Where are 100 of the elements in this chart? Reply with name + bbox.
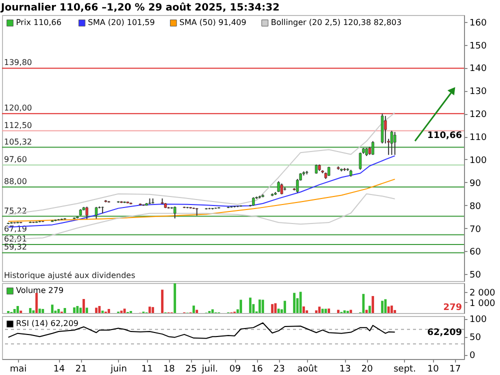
annotation: 279 <box>443 303 462 313</box>
ref-line-label: 97,60 <box>4 154 27 164</box>
bar <box>274 303 277 313</box>
bar <box>258 300 261 313</box>
x-tick-label: 13 <box>339 364 351 374</box>
bar <box>350 310 352 313</box>
x-tick-label: 21 <box>75 364 87 374</box>
bar <box>249 298 252 313</box>
ref-line-label: 120,00 <box>4 104 32 113</box>
ref-line-label: 59,32 <box>4 242 27 252</box>
ref-line-label: 88,00 <box>4 176 27 186</box>
ref-line-label: 105,32 <box>4 137 32 146</box>
legend-label: Prix 110,66 <box>16 18 62 27</box>
bar <box>293 292 296 313</box>
bar <box>372 296 374 313</box>
y-tick-label: 50 <box>470 270 482 281</box>
chart-title: Journalier 110,66 –1,20 % 29 août 2025, 15:34:32 <box>0 2 280 14</box>
x-tick-label: 16 <box>251 364 264 374</box>
y-tick-label: 60 <box>470 248 482 258</box>
bar <box>38 308 41 313</box>
bar <box>152 307 154 313</box>
bar <box>161 290 164 313</box>
bar <box>29 308 32 313</box>
y-tick-label: 150 <box>470 41 487 52</box>
bar <box>32 310 35 313</box>
bar <box>192 306 195 313</box>
y-tick-label: 130 <box>470 87 487 98</box>
bar <box>73 307 76 313</box>
bar <box>384 299 387 313</box>
x-tick-label: 11 <box>141 364 153 374</box>
bar <box>302 306 305 313</box>
legend-label: SMA (20) 101,59 <box>88 18 155 27</box>
bar <box>390 306 393 313</box>
bar <box>64 308 66 313</box>
bar <box>365 310 368 313</box>
y-tick-label: 0 <box>470 351 476 362</box>
bar <box>13 308 16 313</box>
bar <box>262 300 264 313</box>
bar <box>174 283 176 313</box>
y-tick-label: 140 <box>470 64 487 74</box>
y-tick-label: 120 <box>470 110 487 120</box>
x-tick-label: août <box>297 364 318 374</box>
bar <box>86 308 88 313</box>
bar <box>299 292 302 313</box>
candlestick <box>174 206 176 219</box>
bar <box>271 304 274 313</box>
bar <box>318 306 321 313</box>
candlestick <box>101 206 104 214</box>
bar <box>108 308 110 313</box>
x-tick-label: 20 <box>361 364 374 374</box>
bar <box>343 310 346 313</box>
bar <box>315 310 318 313</box>
legend-label: Volume 279 <box>16 286 64 295</box>
bar <box>337 310 340 313</box>
candlestick <box>86 206 88 220</box>
candlestick <box>280 183 284 195</box>
bar <box>284 300 286 313</box>
bar <box>123 308 126 313</box>
bar <box>82 299 85 313</box>
x-tick-label: mai <box>10 364 27 374</box>
candlestick <box>94 206 98 220</box>
bar <box>240 300 242 313</box>
x-tick-label: 17 <box>449 364 461 374</box>
bar <box>324 308 327 313</box>
y-tick-label: 50 <box>470 333 482 344</box>
bar <box>42 308 44 313</box>
annotation: 110,66 <box>427 131 462 142</box>
x-tick-label: juil. <box>200 364 218 374</box>
legend-label: SMA (50) 91,409 <box>179 18 246 27</box>
x-tick-label: 18 <box>163 364 176 374</box>
bar <box>381 300 384 313</box>
annotation: Historique ajusté aux dividendes <box>4 271 136 280</box>
bar <box>51 304 54 313</box>
bar <box>35 292 38 313</box>
bar <box>362 294 365 313</box>
ref-line-label: 112,50 <box>4 120 32 130</box>
x-tick-label: sept. <box>394 364 416 374</box>
bar <box>196 310 198 313</box>
bar <box>277 308 280 313</box>
legend-label: Bollinger (20 2,5) 120,38 82,803 <box>270 18 402 27</box>
x-tick-label: 14 <box>53 364 66 374</box>
legend-label: RSI (14) 62,209 <box>16 319 78 328</box>
y-tick-label: 90 <box>470 178 482 189</box>
y-tick-label: 1 000 <box>470 298 496 309</box>
ref-line-label: 139,80 <box>4 58 32 68</box>
bar <box>16 306 19 313</box>
candlestick <box>394 131 396 156</box>
bar <box>328 308 330 313</box>
bar <box>95 308 98 313</box>
y-tick-label: 110 <box>470 133 487 144</box>
x-tick-label: juin <box>110 364 127 374</box>
candlestick <box>372 140 374 156</box>
bar <box>306 310 308 313</box>
annotation: 62,209 <box>427 328 462 338</box>
y-tick-label: 80 <box>470 202 482 212</box>
y-tick-label: 70 <box>470 224 482 235</box>
y-tick-label: 100 <box>470 315 487 326</box>
bar <box>211 309 214 313</box>
bar <box>76 306 79 313</box>
bar <box>57 308 60 313</box>
